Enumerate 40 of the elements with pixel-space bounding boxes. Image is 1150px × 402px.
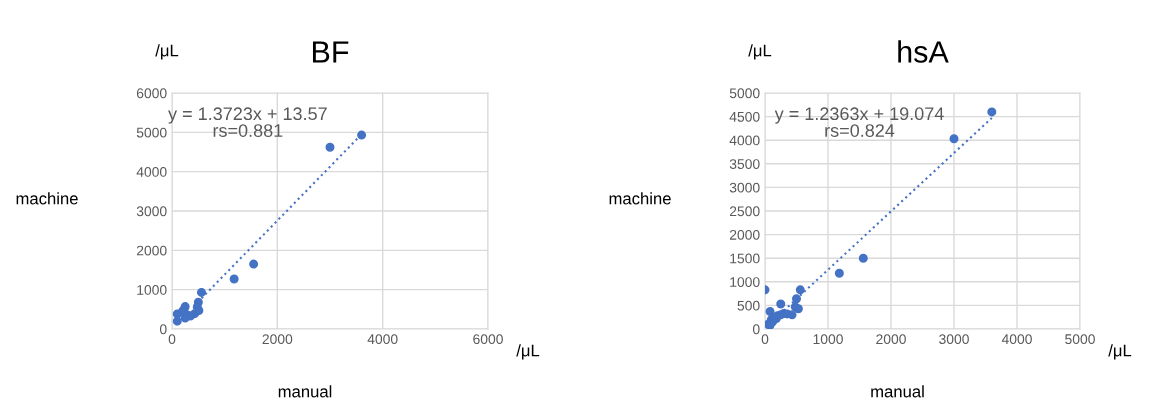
- x-tick-label: 2000: [876, 334, 906, 345]
- y-tick-label: 2000: [729, 229, 760, 240]
- y-tick-label: 3000: [729, 182, 760, 193]
- x-axis-title: manual: [871, 385, 924, 398]
- y-tick-label: 4000: [729, 135, 760, 146]
- y-tick-label: 1000: [137, 285, 167, 295]
- x-axis-title: manual: [278, 385, 332, 398]
- annotation: y = 1.2363x + 19.074 rs=0.824: [774, 107, 944, 137]
- x-tick-label: 0: [761, 334, 769, 345]
- y-tick-label: 3500: [729, 159, 760, 169]
- text: /μL: [1108, 344, 1132, 360]
- y-tick-label: 1500: [730, 253, 760, 264]
- text: /μL: [155, 44, 179, 60]
- x-tick-label: 1000: [813, 334, 843, 345]
- x-tick-label: 4000: [1001, 334, 1032, 345]
- y-tick-label: 500: [737, 300, 760, 311]
- x-tick-label: 5000: [1065, 334, 1095, 345]
- chart-title: hsA: [898, 40, 949, 63]
- x-tick-label: 4000: [367, 334, 398, 345]
- y-tick-label: 2000: [136, 245, 167, 256]
- y-tick-label: 2500: [729, 206, 760, 217]
- y-tick-label: 3000: [136, 206, 167, 217]
- chart-title: BF: [312, 41, 349, 63]
- text: /μL: [748, 44, 772, 60]
- y-tick-label: 0: [159, 324, 167, 335]
- y-tick-label: 4000: [136, 167, 167, 177]
- y-tick-label: 1000: [730, 277, 760, 287]
- annotation: y = 1.3723x + 13.57 rs=0.881: [168, 107, 327, 137]
- x-tick-label: 2000: [262, 334, 293, 345]
- x-tick-label: 3000: [939, 334, 969, 345]
- y-tick-label: 5000: [729, 88, 760, 99]
- y-axis-title: machine: [609, 192, 671, 205]
- y-tick-label: 5000: [136, 127, 167, 138]
- y-tick-label: 0: [752, 324, 760, 335]
- y-axis-title: machine: [16, 192, 78, 205]
- x-tick-label: 0: [168, 334, 176, 345]
- y-tick-label: 6000: [136, 88, 167, 99]
- text: /μL: [516, 344, 540, 360]
- y-tick-label: 4500: [729, 111, 760, 122]
- x-tick-label: 6000: [473, 334, 503, 345]
